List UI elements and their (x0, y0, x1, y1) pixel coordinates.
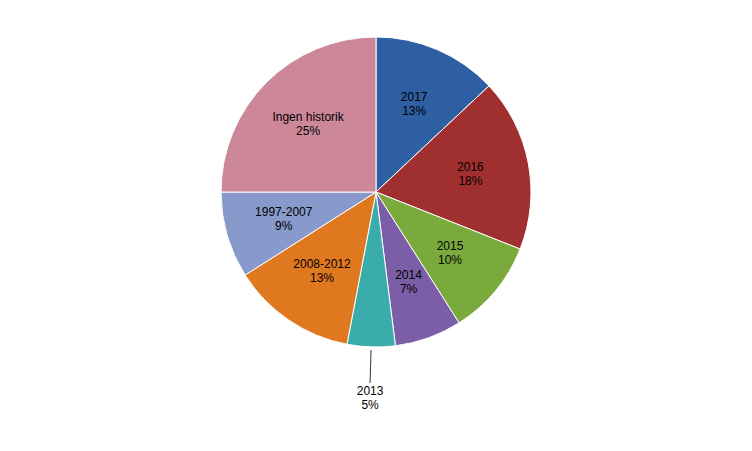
label-category: Ingen historik (272, 110, 344, 124)
labels: 201713%201618%201510%20147%20135%2008-20… (255, 90, 484, 412)
label-category: 2013 (357, 384, 384, 398)
slice (221, 192, 376, 275)
label-category: 2008-2012 (293, 257, 351, 271)
data-label: 1997-20079% (255, 205, 313, 233)
label-category: 2014 (395, 268, 422, 282)
data-label: Ingen historik25% (272, 110, 344, 138)
data-label: 2008-201213% (293, 257, 351, 285)
slice (245, 192, 376, 344)
label-value: 18% (458, 174, 482, 188)
label-category: 1997-2007 (255, 205, 313, 219)
slice (221, 37, 376, 192)
label-category: 2017 (401, 90, 428, 104)
label-value: 13% (402, 104, 426, 118)
label-value: 13% (310, 271, 334, 285)
label-value: 25% (296, 124, 320, 138)
chart: 201713%201618%201510%20147%20135%2008-20… (0, 0, 752, 451)
label-value: 7% (400, 282, 418, 296)
data-label: 201713% (401, 90, 428, 118)
data-label: 20147% (395, 268, 422, 296)
label-category: 2016 (457, 160, 484, 174)
label-value: 9% (275, 219, 293, 233)
data-label: 201510% (437, 239, 464, 267)
data-label: 201618% (457, 160, 484, 188)
leader-line (370, 350, 372, 383)
data-label: 20135% (357, 384, 384, 412)
label-value: 5% (361, 398, 379, 412)
label-value: 10% (438, 253, 462, 267)
label-category: 2015 (437, 239, 464, 253)
pie (221, 37, 531, 347)
